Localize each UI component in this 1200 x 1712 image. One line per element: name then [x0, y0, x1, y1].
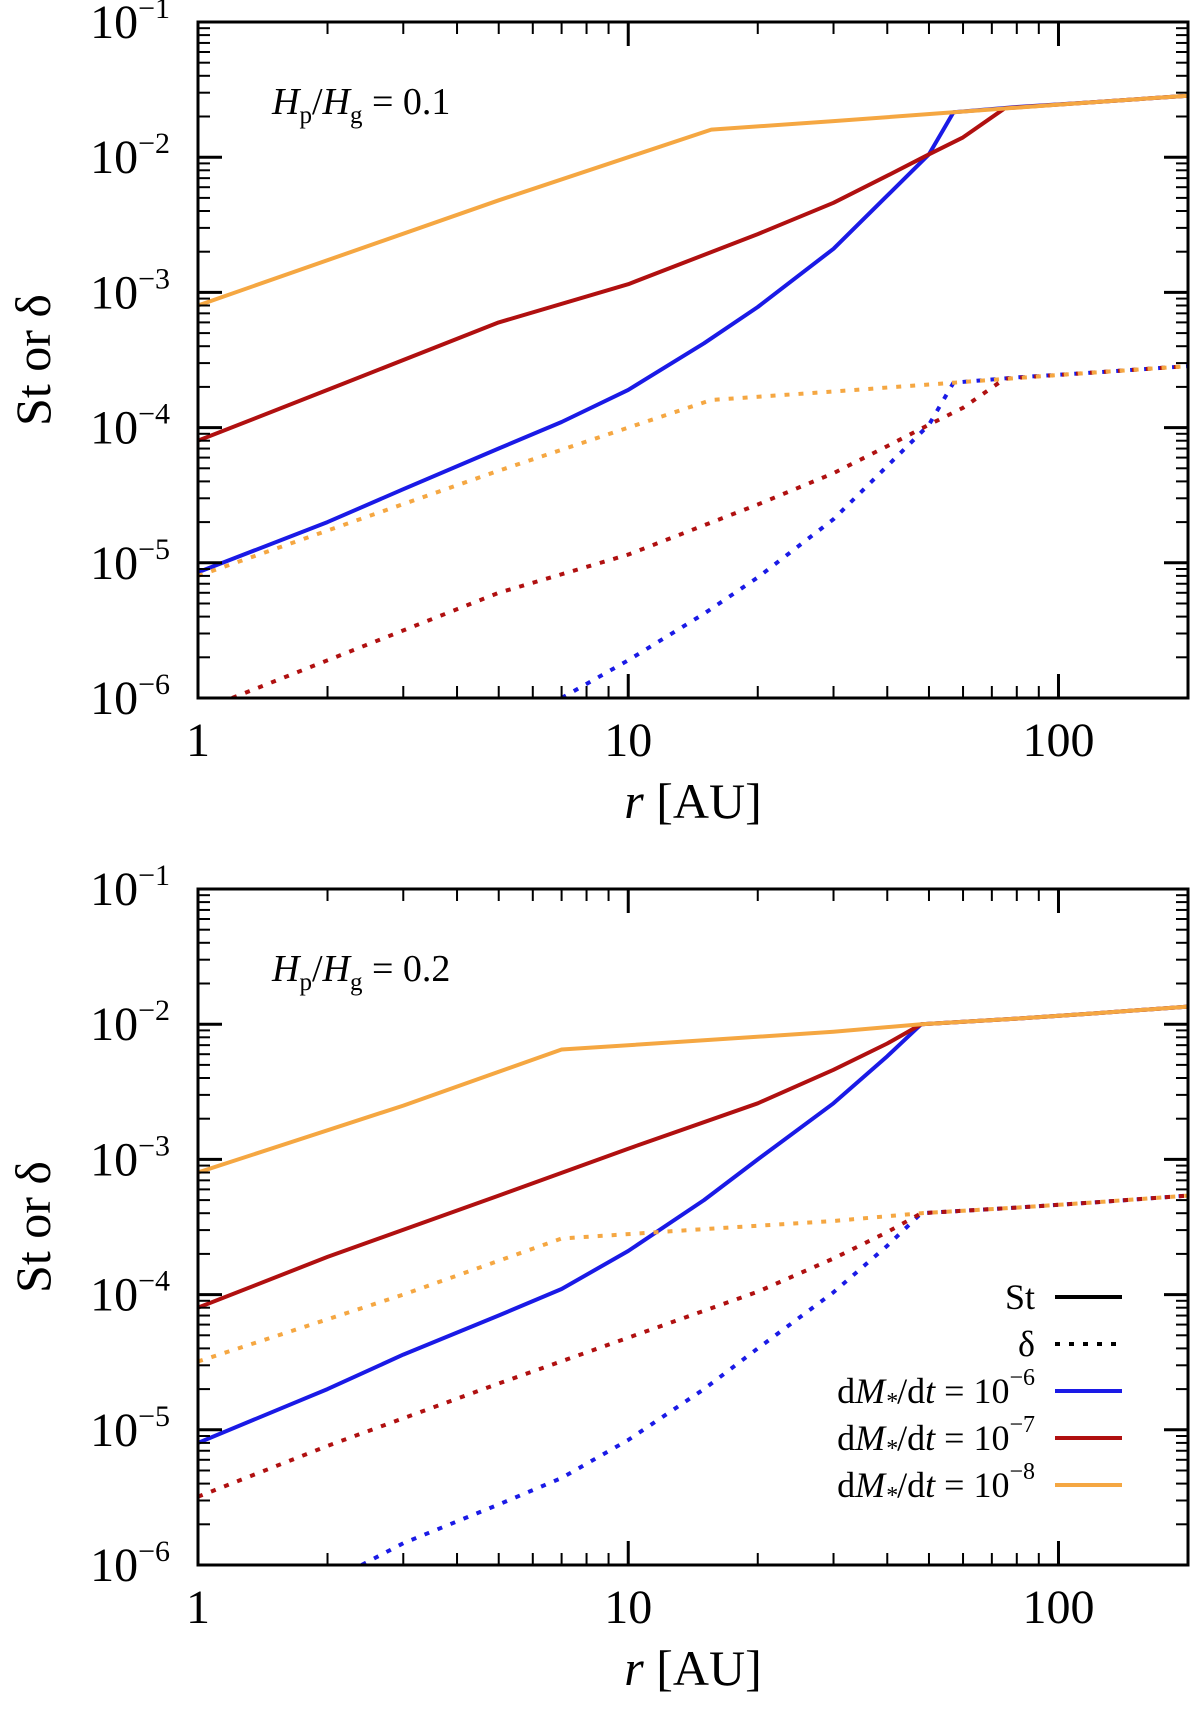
y-axis-title: St or δ: [5, 1161, 61, 1293]
ticks: [196, 20, 1189, 700]
x-axis-title: r [AU]: [624, 1640, 762, 1696]
y-tick-label: 10−3: [90, 262, 170, 319]
st-curve-blue: [198, 93, 1188, 575]
st-curve-red: [198, 93, 1188, 443]
y-tick-label: 10−1: [90, 0, 170, 49]
delta-curve-blue: [360, 1193, 1188, 1565]
st-curve-orange: [198, 93, 1188, 308]
x-tick-label: 10: [604, 1581, 652, 1634]
scale-height-ratio-label: Hp/Hg = 0.2: [271, 948, 450, 996]
delta-curve-orange: [198, 364, 1188, 578]
y-tick-label: 10−2: [90, 994, 170, 1051]
y-axis-title: St or δ: [5, 294, 61, 426]
panel-bottom: 1 10 100 10−6 10−5 10−4 10−3 10−2 10−1 r [AU] St o…: [5, 859, 1190, 1696]
legend-delta-label: δ: [1018, 1324, 1035, 1364]
x-tick-label: 100: [1022, 1581, 1094, 1634]
plot-frame: [196, 887, 1190, 1567]
y-tick-label: 10−1: [90, 859, 170, 916]
y-tick-label: 10−3: [90, 1129, 170, 1186]
ticks: [196, 887, 1189, 1567]
panel-top: 1 10 100 10−6 10−5 10−4 10−3 10−2 10−1 r [AU] St o…: [5, 0, 1190, 829]
x-tick-label: 1: [186, 1581, 210, 1634]
y-tick-label: 10−5: [90, 533, 170, 590]
y-tick-label: 10−4: [90, 1265, 170, 1322]
legend-rate-label-red: dM*/dt = 10−7: [837, 1412, 1035, 1462]
st-curve-blue: [198, 1004, 1188, 1445]
st-curve-orange: [198, 1004, 1188, 1175]
delta-curve-red: [231, 364, 1188, 698]
st-curve-red: [198, 1004, 1188, 1310]
legend-rate-label-orange: dM*/dt = 10−8: [837, 1459, 1035, 1509]
scale-height-ratio-label: Hp/Hg = 0.1: [271, 81, 450, 129]
curves: [198, 1004, 1188, 1565]
curves: [198, 93, 1188, 698]
delta-curve-blue: [560, 364, 1188, 698]
x-tick-label: 1: [186, 714, 210, 767]
delta-curve-red: [198, 1193, 1188, 1499]
legend: St δdM*/dt = 10−6dM*/dt = 10−7dM*/dt = 10…: [837, 1277, 1122, 1509]
y-tick-label: 10−6: [90, 668, 170, 725]
y-tick-label: 10−2: [90, 127, 170, 184]
delta-curve-orange: [198, 1193, 1188, 1364]
legend-rate-label-blue: dM*/dt = 10−6: [837, 1365, 1035, 1415]
y-tick-label: 10−5: [90, 1400, 170, 1457]
legend-st-label: St: [1005, 1277, 1035, 1317]
y-tick-label: 10−4: [90, 398, 170, 455]
plot-frame: [196, 20, 1190, 700]
x-tick-label: 100: [1022, 714, 1094, 767]
x-axis-title: r [AU]: [624, 773, 762, 829]
x-tick-label: 10: [604, 714, 652, 767]
y-tick-label: 10−6: [90, 1535, 170, 1592]
